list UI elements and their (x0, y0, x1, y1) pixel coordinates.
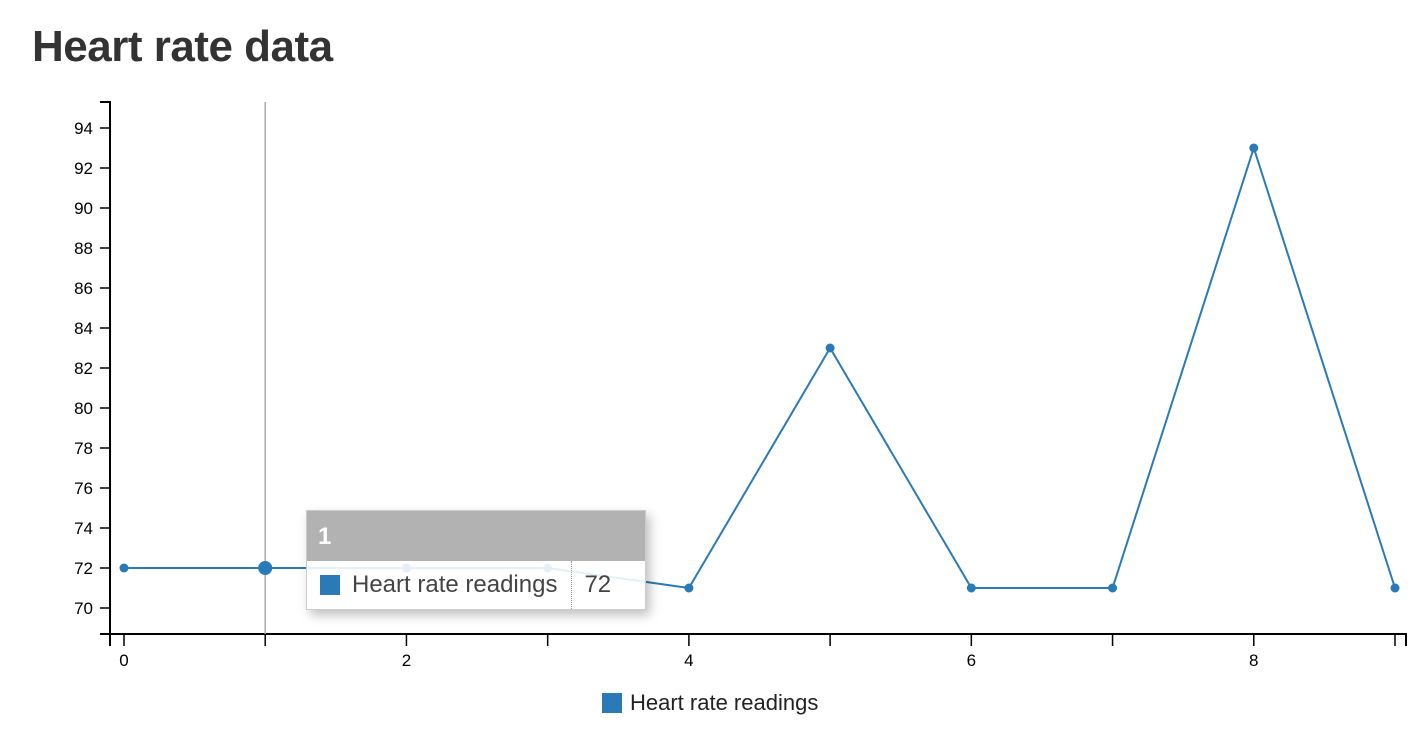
y-tick-label: 70 (74, 599, 93, 618)
y-tick-label: 74 (74, 519, 93, 538)
y-tick-label: 92 (74, 159, 93, 178)
y-tick-label: 94 (74, 119, 93, 138)
page-title: Heart rate data (32, 22, 333, 71)
tooltip-row: Heart rate readings 72 (307, 561, 645, 609)
y-tick-label: 76 (74, 479, 93, 498)
y-tick-label: 90 (74, 199, 93, 218)
data-point (258, 561, 273, 575)
tooltip-series-value: 72 (584, 571, 612, 598)
data-point (825, 343, 835, 353)
y-tick-label: 84 (74, 319, 93, 338)
data-point (119, 563, 129, 573)
data-point (1249, 143, 1259, 153)
x-tick-label: 8 (1249, 651, 1258, 670)
legend-label[interactable]: Heart rate readings (630, 690, 819, 715)
data-point (966, 583, 976, 593)
tooltip-title: 1 (307, 511, 645, 561)
legend: Heart rate readings (602, 690, 818, 716)
tooltip-series-swatch (320, 575, 340, 595)
y-tick-label: 80 (74, 399, 93, 418)
x-tick-label: 2 (402, 651, 411, 670)
data-point (1108, 583, 1118, 593)
legend-swatch[interactable] (602, 693, 622, 713)
y-tick-label: 88 (74, 239, 93, 258)
tooltip: 1 Heart rate readings 72 (306, 510, 646, 610)
y-tick-label: 78 (74, 439, 93, 458)
y-tick-label: 72 (74, 559, 93, 578)
y-axis: 70 72 74 76 78 80 82 84 86 88 90 92 94 (74, 101, 111, 635)
data-point (1390, 583, 1400, 593)
x-axis: 0 2 4 6 8 (109, 633, 1407, 670)
data-point (684, 583, 694, 593)
y-tick-label: 82 (74, 359, 93, 378)
x-tick-label: 4 (684, 651, 693, 670)
tooltip-series-name: Heart rate readings (352, 561, 573, 609)
x-tick-label: 6 (967, 651, 976, 670)
y-tick-label: 86 (74, 279, 93, 298)
x-tick-label: 0 (119, 651, 128, 670)
x-axis-line (109, 633, 1407, 646)
